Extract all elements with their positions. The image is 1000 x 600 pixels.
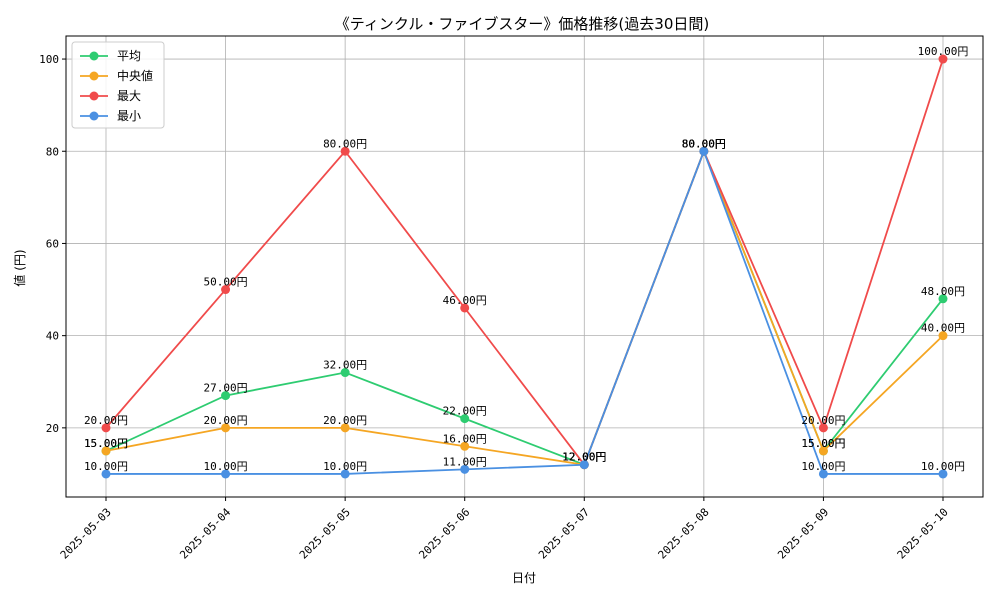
x-axis-label: 日付 xyxy=(512,571,536,585)
data-label: 10.00円 xyxy=(84,460,128,473)
data-label: 80.00円 xyxy=(682,137,726,150)
data-point xyxy=(221,469,231,479)
data-point xyxy=(101,446,111,456)
data-label: 16.00円 xyxy=(443,432,487,445)
data-point xyxy=(938,54,948,64)
series-line xyxy=(105,58,944,467)
data-point xyxy=(221,285,231,295)
data-label: 15.00円 xyxy=(801,437,845,450)
data-label: 22.00円 xyxy=(443,405,487,418)
data-label: 15.00円 xyxy=(84,437,128,450)
legend-label: 中央値 xyxy=(117,68,153,83)
data-label: 32.00円 xyxy=(323,359,367,372)
data-label: 20.00円 xyxy=(204,414,248,427)
data-point xyxy=(818,423,828,433)
data-label: 50.00円 xyxy=(204,276,248,289)
legend-label: 最小 xyxy=(117,109,141,123)
data-label: 10.00円 xyxy=(921,460,965,473)
legend-marker xyxy=(89,91,99,101)
data-point xyxy=(460,303,470,313)
data-label: 15.00円 xyxy=(801,437,845,450)
legend-label: 最大 xyxy=(117,89,141,103)
data-point xyxy=(101,423,111,433)
data-label: 11.00円 xyxy=(443,455,487,468)
legend-box xyxy=(71,41,165,129)
y-tick-label: 60 xyxy=(46,237,59,250)
y-tick-label: 100 xyxy=(39,53,59,66)
data-label: 12.00円 xyxy=(562,451,606,464)
data-label: 12.00円 xyxy=(562,451,606,464)
data-point xyxy=(340,469,350,479)
data-point xyxy=(938,331,948,341)
data-label: 80.00円 xyxy=(682,137,726,150)
data-point xyxy=(221,391,231,401)
legend-marker xyxy=(89,111,99,121)
chart-title: 《ティンクル・ファイブスター》価格推移(過去30日間) xyxy=(335,15,709,33)
data-point xyxy=(460,414,470,424)
data-point xyxy=(460,464,470,474)
series-line xyxy=(105,148,944,466)
data-label: 12.00円 xyxy=(562,451,606,464)
data-label: 10.00円 xyxy=(204,460,248,473)
data-point xyxy=(699,146,709,156)
data-label: 80.00円 xyxy=(682,137,726,150)
plot-area-frame xyxy=(65,35,984,498)
data-point xyxy=(340,423,350,433)
data-point xyxy=(938,294,948,304)
data-label: 10.00円 xyxy=(801,460,845,473)
data-labels: 15.00円 27.00円 32.00円 22.00円 12.00円 80.00円 15.0… xyxy=(84,45,968,473)
data-label: 27.00円 xyxy=(204,382,248,395)
y-axis-label: 値 (円) xyxy=(12,249,27,286)
data-label: 80.00円 xyxy=(682,137,726,150)
data-label: 48.00円 xyxy=(921,285,965,298)
data-label: 20.00円 xyxy=(323,414,367,427)
data-point xyxy=(818,469,828,479)
data-point xyxy=(579,460,589,470)
data-label: 40.00円 xyxy=(921,322,965,335)
data-point xyxy=(221,423,231,433)
legend-marker xyxy=(89,51,99,61)
data-point xyxy=(818,446,828,456)
legend-label: 平均 xyxy=(117,49,141,63)
data-label: 15.00円 xyxy=(84,437,128,450)
data-label: 80.00円 xyxy=(323,137,367,150)
legend-marker xyxy=(89,71,99,81)
data-point xyxy=(101,469,111,479)
data-point xyxy=(340,368,350,378)
data-point xyxy=(938,469,948,479)
y-tick-label: 20 xyxy=(46,422,59,435)
series-line xyxy=(106,148,943,475)
data-label: 20.00円 xyxy=(84,414,128,427)
data-point xyxy=(340,146,350,156)
y-tick-label: 80 xyxy=(46,145,59,158)
y-tick-label: 40 xyxy=(46,330,59,343)
data-label: 10.00円 xyxy=(323,460,367,473)
data-label: 20.00円 xyxy=(801,414,845,427)
series-lines xyxy=(101,54,948,479)
data-label: 46.00円 xyxy=(443,294,487,307)
data-point xyxy=(460,441,470,451)
data-label: 100.00円 xyxy=(918,45,969,58)
data-label: 12.00円 xyxy=(562,451,606,464)
grid-lines xyxy=(66,36,983,497)
